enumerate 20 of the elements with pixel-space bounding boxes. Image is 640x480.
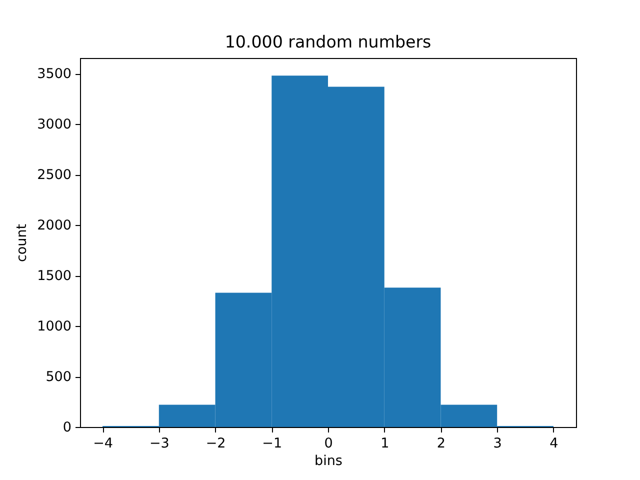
- x-tick-label: 1: [380, 436, 390, 452]
- y-tick-label: 1000: [37, 318, 72, 335]
- x-tick-label: 4: [550, 436, 558, 452]
- y-tick-label: 2500: [37, 167, 72, 184]
- y-tick-label: 500: [46, 369, 72, 386]
- chart-title: 10.000 random numbers: [224, 32, 432, 52]
- y-tick-label: 2000: [37, 218, 72, 234]
- x-tick-label: 0: [324, 436, 333, 452]
- y-tick-label: 0: [62, 420, 72, 436]
- y-axis-title: count: [14, 224, 30, 262]
- y-tick-label: 3000: [37, 116, 72, 133]
- y-tick-label: 1500: [37, 268, 72, 284]
- x-tick-label: −3: [149, 436, 170, 452]
- x-tick-label: −4: [93, 436, 113, 452]
- x-tick-label: −1: [262, 436, 282, 452]
- y-tick-label: 3500: [37, 66, 72, 82]
- x-tick-label: 3: [493, 436, 502, 452]
- x-tick-label: −2: [206, 436, 226, 452]
- x-axis-title: bins: [314, 453, 342, 469]
- x-tick-label: 2: [436, 436, 446, 452]
